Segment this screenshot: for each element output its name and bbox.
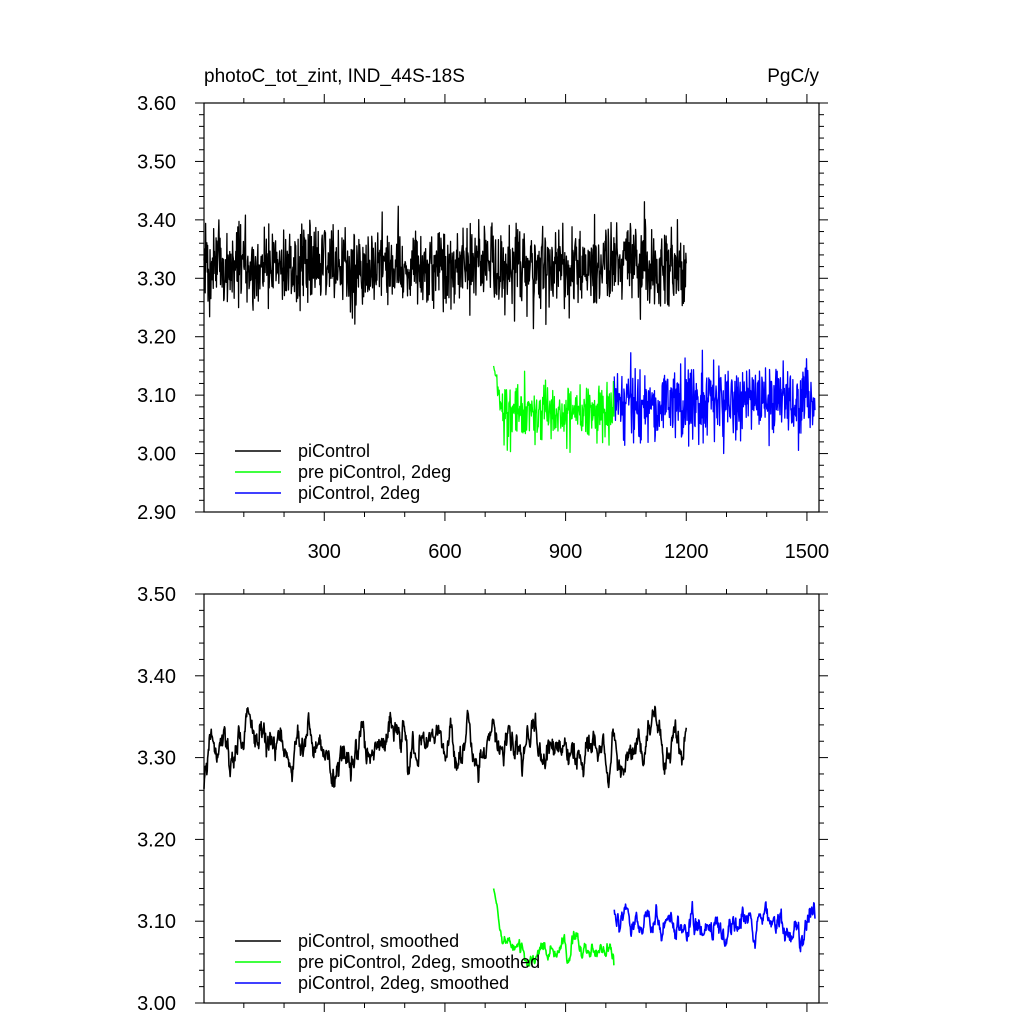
x-tick-label: 300 [308, 541, 341, 563]
series-line [492, 888, 615, 968]
top-chart-units: PgC/y [767, 66, 819, 87]
top-chart-title: photoC_tot_zint, IND_44S-18S [204, 66, 465, 87]
bottom-legend: piControl, smoothed pre piControl, 2deg,… [235, 931, 540, 993]
legend-label-picontrol-2deg-smoothed: piControl, 2deg, smoothed [298, 973, 509, 993]
legend-label-pre-picontrol-2deg-smoothed: pre piControl, 2deg, smoothed [298, 952, 540, 972]
y-tick-label: 2.90 [137, 502, 176, 524]
top-panel: 2.90 3.00 3.10 3.20 3.30 3.40 3.50 3.60 300 600 90… [137, 93, 829, 563]
plot-frame [203, 102, 820, 513]
legend-label-picontrol: piControl [298, 441, 370, 461]
y-tick-label: 3.20 [137, 327, 176, 349]
y-tick-label: 3.00 [137, 993, 176, 1015]
y-tick-label: 3.00 [137, 444, 176, 466]
x-tick-label: 1500 [785, 541, 830, 563]
legend-label-pre-picontrol-2deg: pre piControl, 2deg [298, 462, 451, 482]
y-tick-label: 3.20 [137, 829, 176, 851]
y-tick-label: 3.50 [137, 584, 176, 606]
legend-label-picontrol-smoothed: piControl, smoothed [298, 931, 459, 951]
y-tick-label: 3.10 [137, 911, 176, 933]
top-legend: piControl pre piControl, 2deg piControl,… [235, 441, 451, 503]
series-line [613, 349, 816, 455]
x-tick-label: 1200 [664, 541, 709, 563]
y-tick-label: 3.30 [137, 748, 176, 770]
y-tick-label: 3.10 [137, 385, 176, 407]
y-tick-label: 3.50 [137, 151, 176, 173]
plot-frame [203, 593, 820, 1004]
series-line [613, 900, 816, 953]
y-tick-label: 3.40 [137, 666, 176, 688]
y-tick-label: 3.60 [137, 93, 176, 115]
legend-label-picontrol-2deg: piControl, 2deg [298, 483, 420, 503]
bottom-panel: 3.00 3.10 3.20 3.30 3.40 3.50 [137, 584, 828, 1015]
x-tick-label: 600 [428, 541, 461, 563]
series-line [203, 201, 687, 330]
x-tick-label: 900 [549, 541, 582, 563]
series-line [492, 365, 615, 453]
y-tick-label: 3.30 [137, 268, 176, 290]
y-tick-label: 3.40 [137, 210, 176, 232]
series-line [203, 705, 688, 789]
